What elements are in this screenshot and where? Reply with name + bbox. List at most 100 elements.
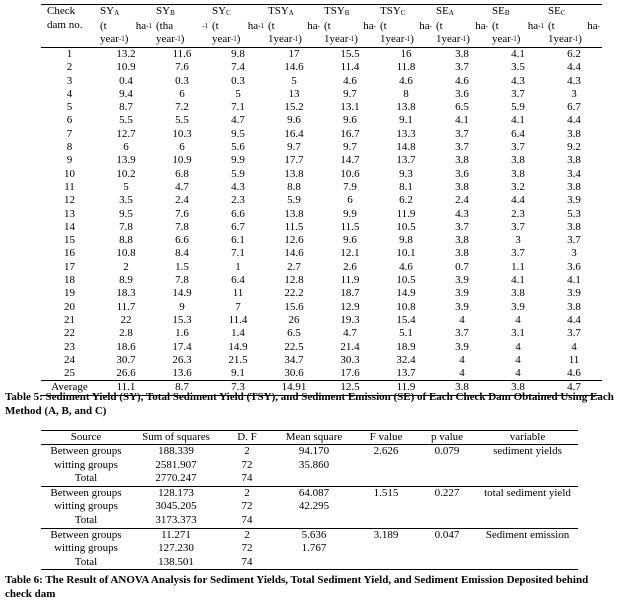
table-cell: 128.173 [158, 486, 194, 499]
table-cell: 3.5 [511, 61, 525, 74]
table-cell: 2.7 [287, 260, 301, 273]
table-cell: 3.7 [455, 220, 469, 233]
table-cell: 5.636 [301, 528, 327, 541]
table-cell: 2.8 [119, 327, 133, 340]
table-cell: 1.767 [301, 542, 327, 555]
table-cell: 4.1 [567, 274, 581, 287]
table-cell: 2.3 [511, 207, 525, 220]
table-cell: 4 [515, 340, 521, 353]
unit-text: ha [247, 19, 259, 32]
table-cell: 9.5 [231, 127, 245, 140]
unit-text: ) [354, 33, 358, 45]
table-row: 7 12.7 10.3 9.5 16.4 16.7 13.3 3.7 6.4 3.8 [41, 128, 602, 141]
table-cell: 3.9 [455, 340, 469, 353]
table-cell: 11 [232, 287, 244, 300]
table-cell [477, 472, 578, 487]
table-row: 11 5 4.7 4.3 8.8 7.9 8.1 3.8 3.2 3.8 [41, 181, 602, 194]
table-cell: 3.7 [511, 141, 525, 154]
table-cell: 9.6 [343, 114, 357, 127]
table-cell: 6.6 [175, 234, 189, 247]
header-tsy-a: TSYA (t ha- 1year-1) [266, 4, 322, 48]
table-cell [273, 555, 355, 571]
table-cell: 9.5 [119, 207, 133, 220]
table-cell: 6.8 [175, 167, 189, 180]
unit-text: ha [363, 19, 374, 32]
unit-text: ha [307, 19, 318, 32]
table-cell: 3.7 [455, 327, 469, 340]
table-row: 23 18.6 17.4 14.9 22.5 21.4 18.9 3.9 4 4 [41, 341, 602, 354]
unit-text: 1year [436, 33, 461, 45]
table-cell: 21.5 [228, 353, 248, 366]
table-cell: 10.8 [116, 247, 136, 260]
table-cell: 3.9 [567, 194, 581, 207]
table-cell: 11.4 [340, 61, 360, 74]
table-cell: 9.1 [231, 367, 245, 380]
table-cell: 13 [288, 87, 300, 100]
table-cell: 2.4 [175, 194, 189, 207]
header-unit-line: (t ha- [436, 20, 488, 34]
unit-exponent: -1 [538, 21, 544, 30]
header-check-dam: Check dam no. [41, 4, 98, 48]
table-cell: 5.9 [511, 101, 525, 114]
table-cell: witting groups [54, 458, 118, 471]
header-unit-line: 1year-1) [548, 33, 600, 47]
header-name: SYC [212, 5, 264, 20]
header-name: TSYC [380, 5, 432, 20]
header-unit-line: 1year-1) [268, 33, 320, 47]
table-cell: 188.339 [158, 445, 194, 457]
table-cell: 17.4 [172, 340, 192, 353]
table-cell [477, 513, 578, 529]
table-cell: 4 [459, 313, 465, 326]
table-cell: 10.1 [396, 247, 416, 260]
table-cell: 7.1 [231, 101, 245, 114]
table-cell: 3.7 [567, 327, 581, 340]
table-cell: 12 [64, 194, 75, 207]
table-cell: 10.2 [116, 167, 136, 180]
variable-cell: sediment yields [493, 445, 562, 457]
table-cell: 8.8 [119, 234, 133, 247]
table6-caption: Table 6: The Result of ANOVA Analysis fo… [5, 574, 589, 600]
table-cell: 9.2 [567, 141, 581, 154]
table-cell: 14.8 [396, 141, 416, 154]
table-header-row: Check dam no. SYA (t ha-1 year-1) SYB (tha -1 y… [41, 4, 602, 48]
unit-text: ha [419, 19, 430, 32]
table-cell: 5.1 [399, 327, 413, 340]
table-cell: 2.3 [231, 194, 245, 207]
header-unit-line: year-1) [212, 33, 264, 47]
table-cell: 3.8 [511, 154, 525, 167]
table-cell: 8.9 [119, 274, 133, 287]
header-name: SEC [548, 5, 600, 20]
table-cell: 4 [515, 367, 521, 380]
table-cell: 6 [179, 141, 185, 154]
header-tsy-c: TSYC (t ha- 1year-1) [378, 4, 434, 48]
table-cell: 4 [515, 313, 521, 326]
table-cell: 17.6 [340, 367, 360, 380]
table-cell: 3.6 [455, 87, 469, 100]
table-cell: 17.7 [284, 154, 304, 167]
table-cell: 4.3 [511, 74, 525, 87]
table-cell: 4.6 [567, 367, 581, 380]
table-cell: 6.7 [567, 101, 581, 114]
unit-exponent: -1 [460, 35, 467, 43]
table-cell: 11.7 [116, 300, 136, 313]
unit-text: ha- [363, 20, 376, 34]
table-cell: 14.9 [228, 340, 248, 353]
unit-text: 1year [324, 33, 349, 45]
table-row: 2 10.9 7.6 7.4 14.6 11.4 11.8 3.7 3.5 4.4 [41, 61, 602, 74]
table-cell: 22 [120, 313, 132, 326]
table-cell: 7.8 [175, 274, 189, 287]
table-cell: Total [41, 513, 131, 529]
table-cell: Total [41, 472, 131, 487]
table-cell: 3.8 [567, 154, 581, 167]
header-tsy-b: TSYB (t ha- 1year-1) [322, 4, 378, 48]
table-cell: 18.7 [340, 287, 360, 300]
table-cell: 9.9 [343, 207, 357, 220]
unit-text: ha-1 [136, 20, 152, 34]
table-cell: 18.9 [396, 340, 416, 353]
table-cell [417, 542, 477, 556]
table-row: Between groups 11.271 2 5.636 3.189 0.047 Sedi… [41, 528, 578, 542]
table-cell: 14.91 [266, 380, 322, 396]
table-cell: 21 [64, 313, 75, 326]
variable-cell: total sediment yield [484, 486, 571, 499]
table-cell: 7.9 [343, 180, 357, 193]
